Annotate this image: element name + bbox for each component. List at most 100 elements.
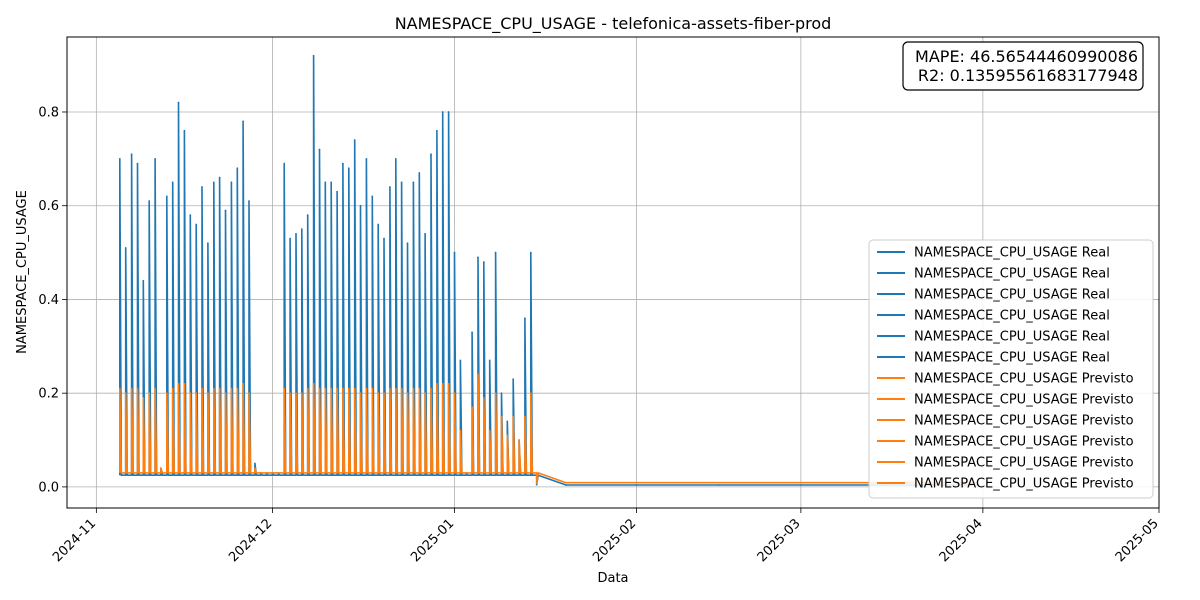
data-point xyxy=(453,392,456,394)
data-point xyxy=(124,392,127,394)
data-point xyxy=(207,242,209,245)
legend-frame xyxy=(868,239,1154,499)
data-point xyxy=(389,387,391,390)
data-point xyxy=(512,378,514,380)
data-point xyxy=(318,387,321,390)
data-point xyxy=(254,467,256,469)
data-point xyxy=(430,387,432,390)
data-point xyxy=(177,383,180,385)
y-tick-label: 0.8 xyxy=(38,105,59,120)
data-point xyxy=(430,153,432,155)
data-point xyxy=(295,392,297,394)
data-point xyxy=(359,392,362,394)
data-point xyxy=(295,233,297,235)
data-point xyxy=(524,317,526,319)
data-point xyxy=(453,251,456,254)
data-point xyxy=(242,120,244,123)
data-point xyxy=(400,387,403,390)
data-point xyxy=(459,359,462,362)
data-point xyxy=(224,209,227,212)
legend: NAMESPACE_CPU_USAGE Real NAMESPACE_CPU_US… xyxy=(868,239,1154,499)
data-point xyxy=(424,233,426,235)
data-point xyxy=(119,387,121,390)
data-point xyxy=(301,228,303,230)
data-point xyxy=(383,392,385,394)
chart-title: NAMESPACE_CPU_USAGE - telefonica-assets-… xyxy=(395,14,832,34)
data-point xyxy=(283,387,286,390)
legend-entry: NAMESPACE_CPU_USAGE Previsto xyxy=(914,414,1134,429)
data-point xyxy=(330,387,332,390)
data-point xyxy=(119,158,121,160)
data-point xyxy=(530,392,532,394)
y-tick-label: 0.6 xyxy=(38,199,59,214)
data-point xyxy=(371,195,374,198)
data-point xyxy=(312,383,315,385)
plot-frame xyxy=(66,36,1160,509)
data-point xyxy=(336,190,338,193)
data-point xyxy=(348,167,350,170)
data-point xyxy=(565,484,567,486)
data-point xyxy=(494,251,497,254)
data-point xyxy=(383,237,385,240)
series-layer xyxy=(119,54,978,486)
series-previsto xyxy=(119,373,978,484)
data-point xyxy=(189,214,192,216)
data-point xyxy=(565,481,567,484)
series-line xyxy=(119,54,977,486)
data-point xyxy=(218,176,221,179)
legend-entry: NAMESPACE_CPU_USAGE Real xyxy=(914,330,1110,345)
data-point xyxy=(418,172,421,174)
data-point xyxy=(336,387,338,390)
data-point xyxy=(359,204,362,207)
data-point xyxy=(324,181,327,184)
data-point xyxy=(189,392,192,394)
data-point xyxy=(371,387,374,390)
y-tick-label: 0.2 xyxy=(38,387,59,402)
data-point xyxy=(389,186,391,188)
r2-text: R2: 0.13595561683177948 xyxy=(918,66,1138,85)
data-point xyxy=(406,242,409,245)
data-point xyxy=(488,359,491,362)
data-point xyxy=(283,162,286,165)
data-point xyxy=(136,387,139,390)
data-point xyxy=(324,387,327,390)
data-point xyxy=(277,472,280,474)
data-point xyxy=(242,383,244,385)
data-point xyxy=(365,158,368,160)
data-point xyxy=(418,387,421,390)
data-point xyxy=(348,387,350,390)
data-point xyxy=(160,467,162,469)
data-point xyxy=(342,162,344,165)
data-point xyxy=(271,472,274,474)
data-point xyxy=(124,247,127,249)
data-point xyxy=(201,387,203,390)
data-point xyxy=(212,181,215,184)
data-point xyxy=(177,101,180,104)
data-point xyxy=(289,237,291,240)
data-point xyxy=(154,387,156,390)
data-point xyxy=(512,415,514,418)
data-point xyxy=(230,387,233,390)
data-point xyxy=(800,481,802,484)
data-point xyxy=(318,148,321,151)
data-point xyxy=(301,392,303,394)
data-point xyxy=(289,392,291,394)
data-point xyxy=(201,186,203,188)
data-point xyxy=(500,415,503,418)
data-point xyxy=(265,472,268,474)
data-point xyxy=(459,429,462,432)
data-point xyxy=(447,111,450,113)
data-point xyxy=(471,331,473,334)
data-point xyxy=(183,129,186,132)
legend-entry: NAMESPACE_CPU_USAGE Real xyxy=(914,309,1110,324)
data-point xyxy=(306,387,309,390)
data-point xyxy=(306,214,309,216)
y-tick-label: 0.0 xyxy=(38,480,59,495)
legend-entry: NAMESPACE_CPU_USAGE Real xyxy=(914,246,1110,261)
data-point xyxy=(195,223,197,226)
data-point xyxy=(406,392,409,394)
data-point xyxy=(148,200,150,202)
data-point xyxy=(400,181,403,184)
x-axis-label: Data xyxy=(597,571,628,586)
